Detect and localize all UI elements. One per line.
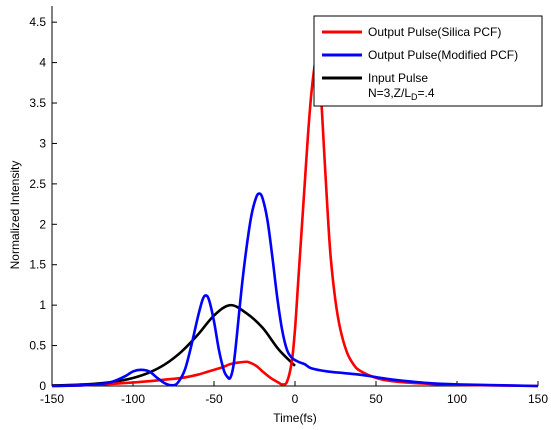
y-tick-label: 2.5 (29, 177, 46, 191)
x-tick-label: -150 (40, 392, 64, 406)
legend: Output Pulse(Silica PCF) Output Pulse(Mo… (313, 15, 543, 107)
x-tick-label: -50 (205, 392, 223, 406)
y-tick-label: 1 (39, 298, 46, 312)
y-tick-label: 1.5 (29, 258, 46, 272)
y-tick-label: 4 (39, 56, 46, 70)
series-line-silica (51, 56, 539, 388)
legend-note-sub: D (411, 92, 418, 102)
legend-label-input: Input Pulse (368, 71, 428, 85)
legend-note: N=3,Z/LD=.4 (368, 86, 435, 102)
legend-label-modified: Output Pulse(Modified PCF) (368, 48, 518, 62)
x-tick-label: 0 (292, 392, 299, 406)
y-axis-title: Normalized Intensity (8, 161, 22, 270)
y-tick-label: 4.5 (29, 15, 46, 29)
y-tick-label: 3.5 (29, 96, 46, 110)
x-tick-label: 150 (528, 392, 548, 406)
series-line-input (51, 303, 296, 387)
plot-lines (51, 56, 539, 388)
legend-label-silica: Output Pulse(Silica PCF) (368, 25, 501, 39)
legend-note-tail: =.4 (418, 86, 435, 100)
x-axis-title: Time(fs) (273, 411, 317, 425)
y-tick-label: 0 (39, 379, 46, 393)
x-tick-label: 50 (369, 392, 383, 406)
y-tick-label: 2 (39, 217, 46, 231)
axes: -150 -100 -50 0 50 100 150 0 0.5 1 1.5 2 2.5 3 3.5 4 4.5 (29, 6, 548, 406)
x-tick-label: 100 (447, 392, 467, 406)
y-tick-label: 0.5 (29, 339, 46, 353)
series-line-modified (51, 192, 539, 388)
legend-note-main: N=3,Z/L (368, 86, 411, 100)
y-tick-label: 3 (39, 136, 46, 150)
x-tick-label: -100 (121, 392, 145, 406)
